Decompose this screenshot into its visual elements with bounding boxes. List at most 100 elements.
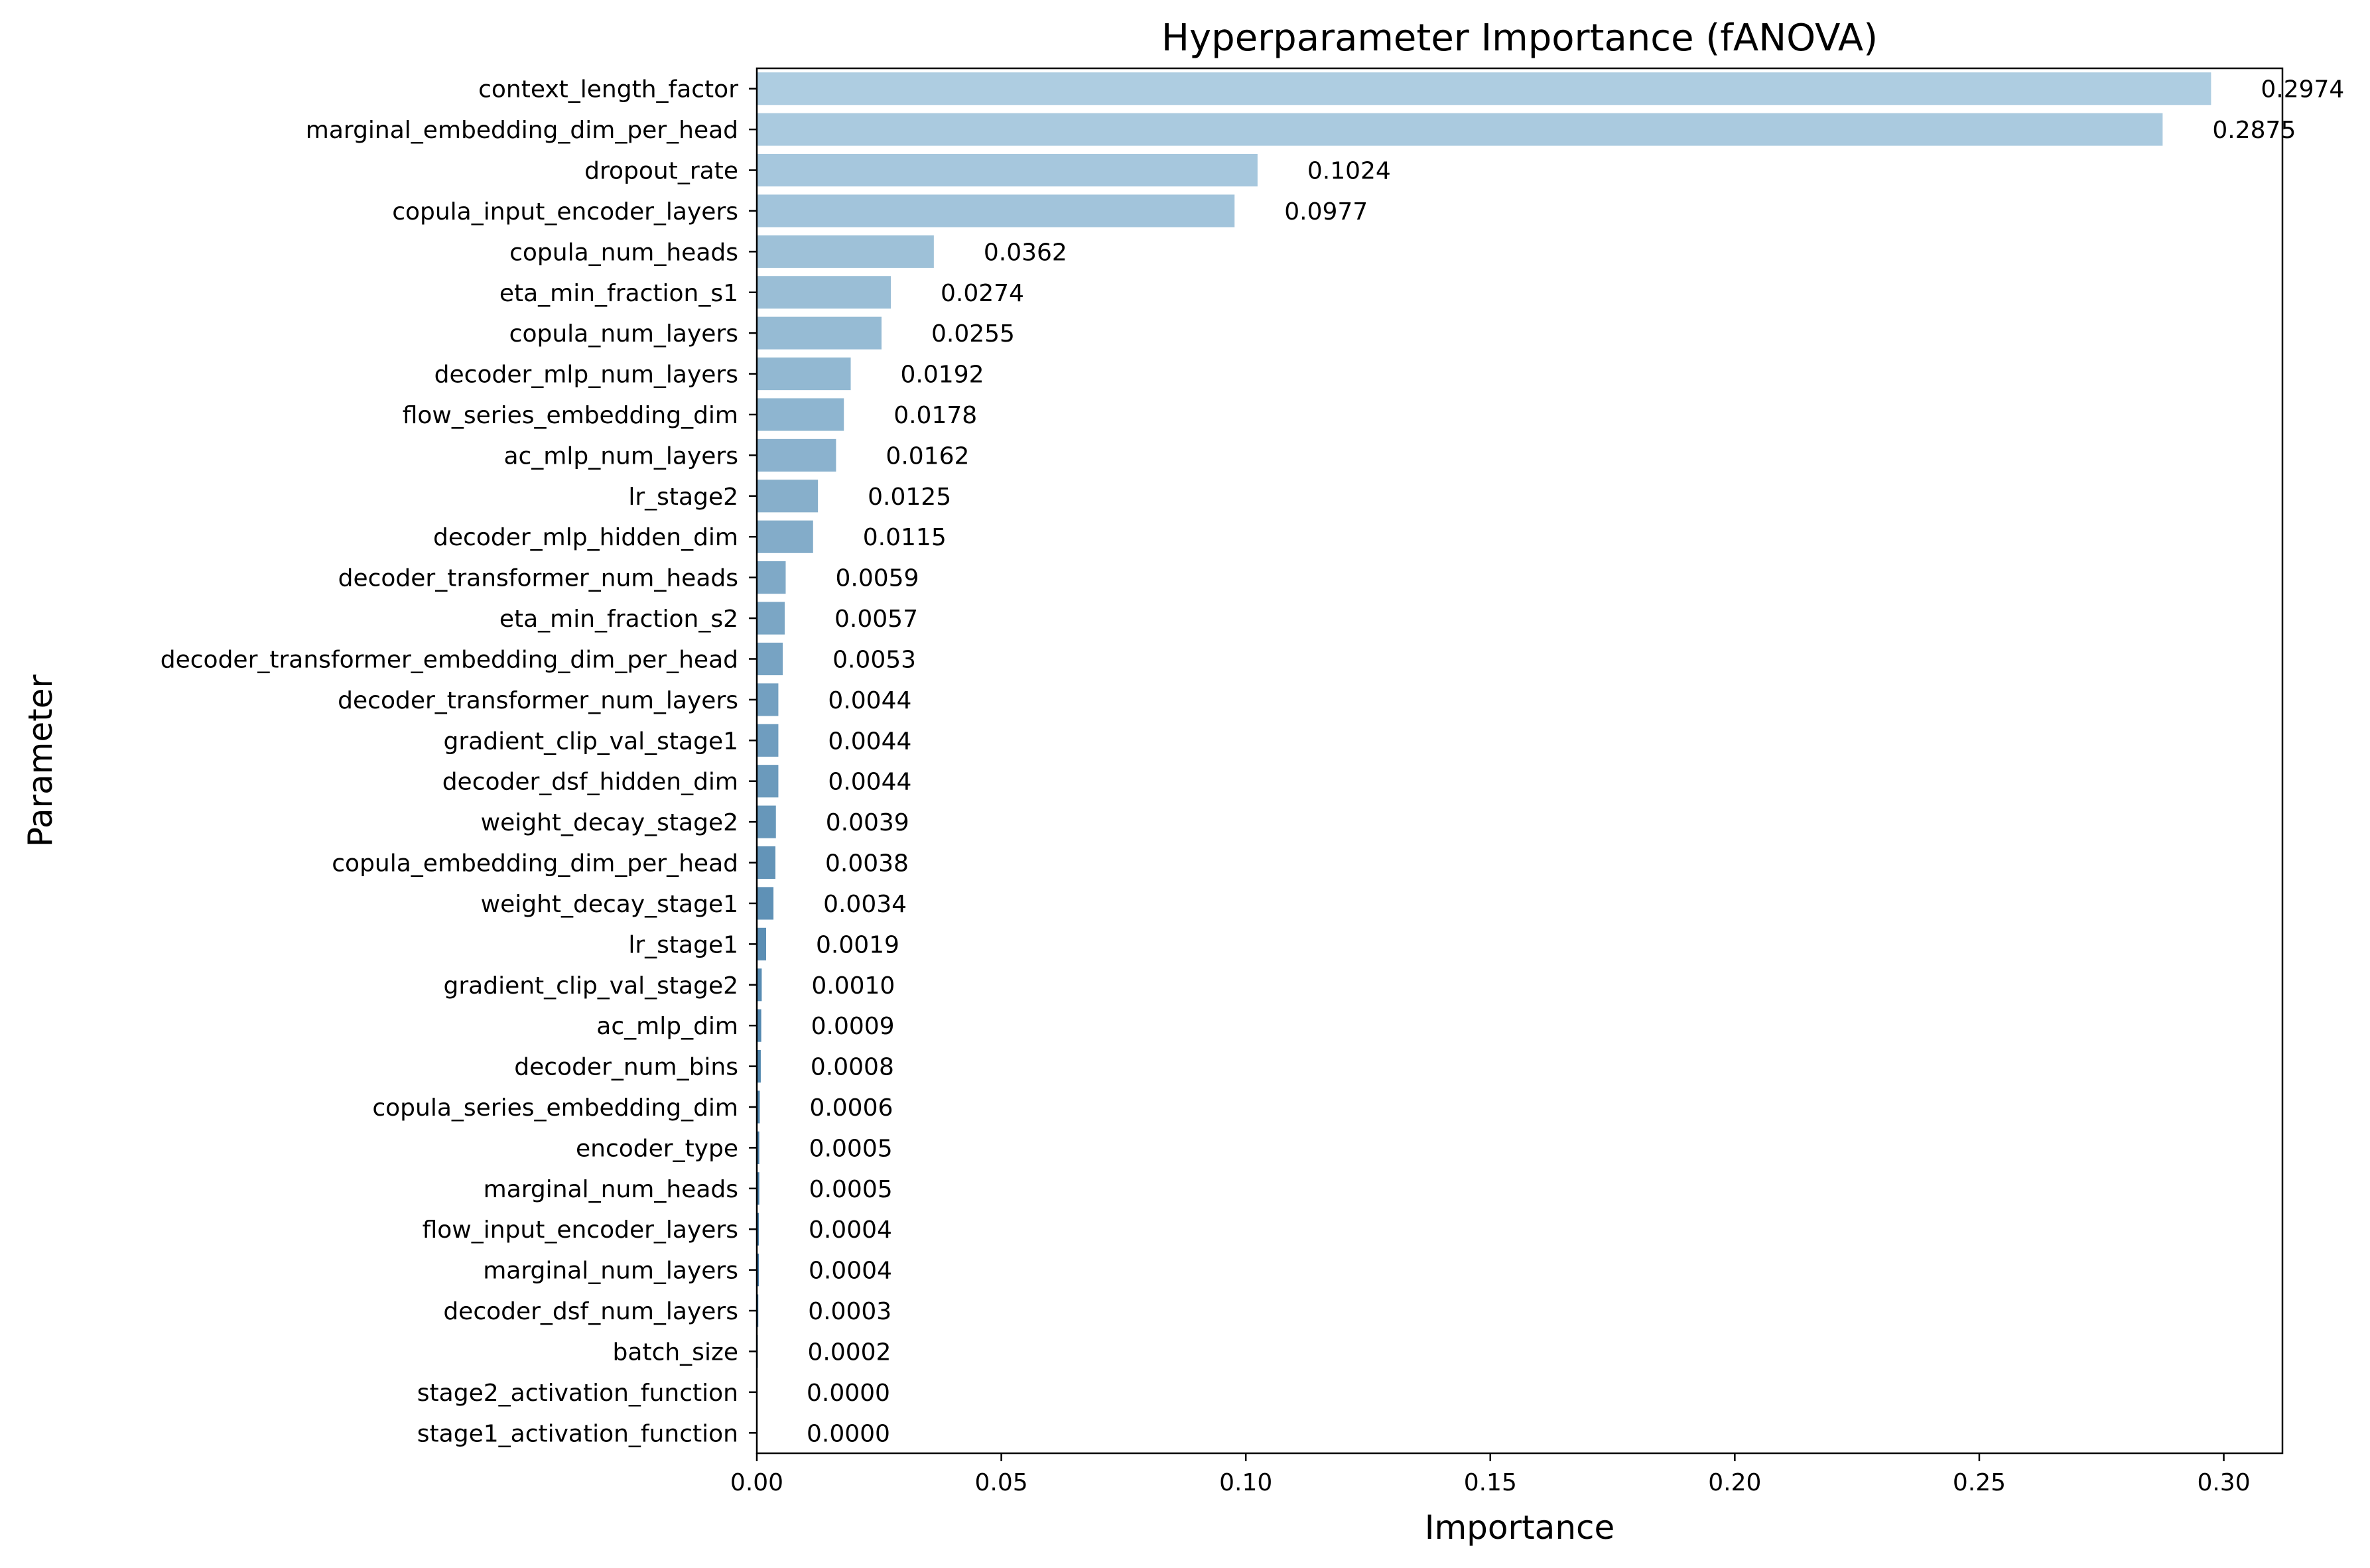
bar-value-label: 0.0059	[835, 565, 919, 592]
y-tick-label: lr_stage1	[628, 931, 738, 958]
y-tick-label: ac_mlp_dim	[596, 1013, 738, 1040]
y-axis-ticks: context_length_factor marginal_embedding_…	[161, 76, 757, 1447]
y-tick-label: eta_min_fraction_s2	[499, 606, 738, 633]
bar-marginal_num_heads	[757, 1172, 759, 1205]
bar-value-label: 0.0000	[807, 1420, 890, 1447]
y-tick-label: flow_series_embedding_dim	[403, 402, 738, 429]
bar-value-label: 0.0004	[809, 1258, 892, 1285]
bar-value-label: 0.2974	[2261, 76, 2344, 103]
bar-flow_input_encoder_layers	[757, 1212, 759, 1246]
bar-value-label: 0.0039	[826, 809, 909, 836]
y-tick-label: batch_size	[613, 1339, 738, 1366]
x-tick-label: 0.10	[1219, 1469, 1272, 1496]
y-tick-label: lr_stage2	[628, 484, 738, 511]
y-tick-label: decoder_transformer_embedding_dim_per_he…	[161, 646, 738, 673]
y-tick-label: marginal_embedding_dim_per_head	[306, 117, 738, 144]
bar-decoder_mlp_num_layers	[757, 358, 851, 391]
bar-value-label: 0.0178	[893, 402, 977, 429]
y-tick-label: eta_min_fraction_s1	[499, 280, 738, 307]
y-tick-label: decoder_num_bins	[514, 1054, 738, 1081]
bar-ac_mlp_num_layers	[757, 438, 836, 472]
bar-lr_stage1	[757, 927, 767, 960]
bar-weight_decay_stage1	[757, 887, 774, 920]
plot-frame	[756, 67, 2284, 1455]
bar-copula_input_encoder_layers	[757, 194, 1235, 228]
bar-value-label: 0.0038	[825, 850, 909, 878]
bar-value-label: 0.0057	[834, 606, 918, 633]
bar-value-label: 0.0006	[809, 1094, 893, 1122]
y-tick-label: copula_series_embedding_dim	[372, 1094, 738, 1122]
y-tick-label: decoder_transformer_num_heads	[338, 565, 738, 592]
x-tick-label: 0.25	[1953, 1469, 2006, 1496]
y-tick-label: decoder_mlp_hidden_dim	[433, 524, 738, 551]
bar-gradient_clip_val_stage2	[757, 968, 762, 1002]
bar-value-label: 0.0010	[811, 972, 895, 1000]
bar-marginal_embedding_dim_per_head	[757, 113, 2163, 146]
bar-value-label: 0.2875	[2212, 117, 2296, 144]
value-labels-layer: 0.2974 0.2875 0.1024 0.0977 0.0362 0.0274 0.02…	[807, 76, 2344, 1448]
y-tick-label: copula_num_heads	[509, 239, 738, 266]
bar-copula_num_heads	[757, 235, 934, 268]
bar-eta_min_fraction_s1	[757, 276, 891, 309]
bar-value-label: 0.0125	[868, 484, 951, 511]
y-tick-label: marginal_num_heads	[484, 1176, 738, 1203]
chart-title: Hyperparameter Importance (fANOVA)	[1161, 17, 1878, 60]
bar-value-label: 0.0002	[807, 1339, 891, 1366]
x-tick-label: 0.00	[730, 1469, 783, 1496]
bar-value-label: 0.0019	[816, 931, 899, 958]
x-tick-label: 0.20	[1708, 1469, 1761, 1496]
bar-value-label: 0.0005	[809, 1176, 893, 1203]
y-tick-label: decoder_mlp_num_layers	[434, 361, 738, 389]
bar-decoder_transformer_embedding_dim_per_head	[757, 642, 783, 676]
bar-value-label: 0.0009	[811, 1013, 895, 1040]
bar-value-label: 0.0008	[811, 1054, 894, 1081]
y-tick-label: decoder_dsf_hidden_dim	[442, 769, 738, 796]
x-tick-label: 0.05	[975, 1469, 1028, 1496]
bar-decoder_transformer_num_layers	[757, 683, 779, 716]
y-tick-label: weight_decay_stage1	[481, 891, 738, 918]
y-tick-label: decoder_dsf_num_layers	[443, 1298, 738, 1325]
y-tick-label: gradient_clip_val_stage2	[444, 972, 739, 1000]
x-tick-label: 0.30	[2197, 1469, 2250, 1496]
y-axis-label: Parameter	[21, 674, 60, 847]
bar-decoder_num_bins	[757, 1050, 761, 1083]
bar-weight_decay_stage2	[757, 805, 776, 838]
y-tick-label: copula_input_encoder_layers	[392, 198, 738, 226]
bar-value-label: 0.0044	[828, 687, 911, 714]
y-tick-label: gradient_clip_val_stage1	[444, 728, 739, 755]
bar-value-label: 0.1024	[1307, 158, 1391, 185]
y-tick-label: decoder_transformer_num_layers	[338, 687, 738, 714]
bar-gradient_clip_val_stage1	[757, 724, 779, 757]
bar-value-label: 0.0115	[863, 524, 947, 551]
y-tick-label: ac_mlp_num_layers	[503, 442, 738, 470]
y-tick-label: copula_embedding_dim_per_head	[332, 850, 738, 878]
bar-decoder_transformer_num_heads	[757, 561, 786, 594]
bar-encoder_type	[757, 1131, 759, 1164]
bar-value-label: 0.0034	[823, 891, 907, 918]
y-tick-label: weight_decay_stage2	[481, 809, 738, 836]
bar-flow_series_embedding_dim	[757, 398, 844, 431]
x-tick-label: 0.15	[1464, 1469, 1517, 1496]
bar-value-label: 0.0044	[828, 769, 911, 796]
bar-value-label: 0.0044	[828, 728, 911, 755]
bars-layer	[757, 72, 2211, 1368]
bar-marginal_num_layers	[757, 1254, 759, 1287]
bar-value-label: 0.0005	[809, 1135, 893, 1162]
bar-context_length_factor	[757, 72, 2211, 105]
bar-copula_embedding_dim_per_head	[757, 846, 776, 880]
bar-eta_min_fraction_s2	[757, 602, 785, 635]
bar-value-label: 0.0003	[808, 1298, 891, 1325]
bar-decoder_dsf_hidden_dim	[757, 765, 779, 798]
y-tick-label: dropout_rate	[584, 158, 738, 185]
bar-value-label: 0.0255	[931, 320, 1015, 348]
y-tick-label: stage2_activation_function	[417, 1380, 738, 1407]
bar-value-label: 0.0000	[807, 1380, 890, 1407]
bar-ac_mlp_dim	[757, 1009, 761, 1042]
bar-lr_stage2	[757, 480, 819, 513]
y-tick-label: encoder_type	[576, 1135, 738, 1162]
y-tick-label: stage1_activation_function	[417, 1420, 738, 1447]
y-tick-label: copula_num_layers	[509, 320, 738, 348]
bar-value-label: 0.0053	[832, 646, 916, 673]
